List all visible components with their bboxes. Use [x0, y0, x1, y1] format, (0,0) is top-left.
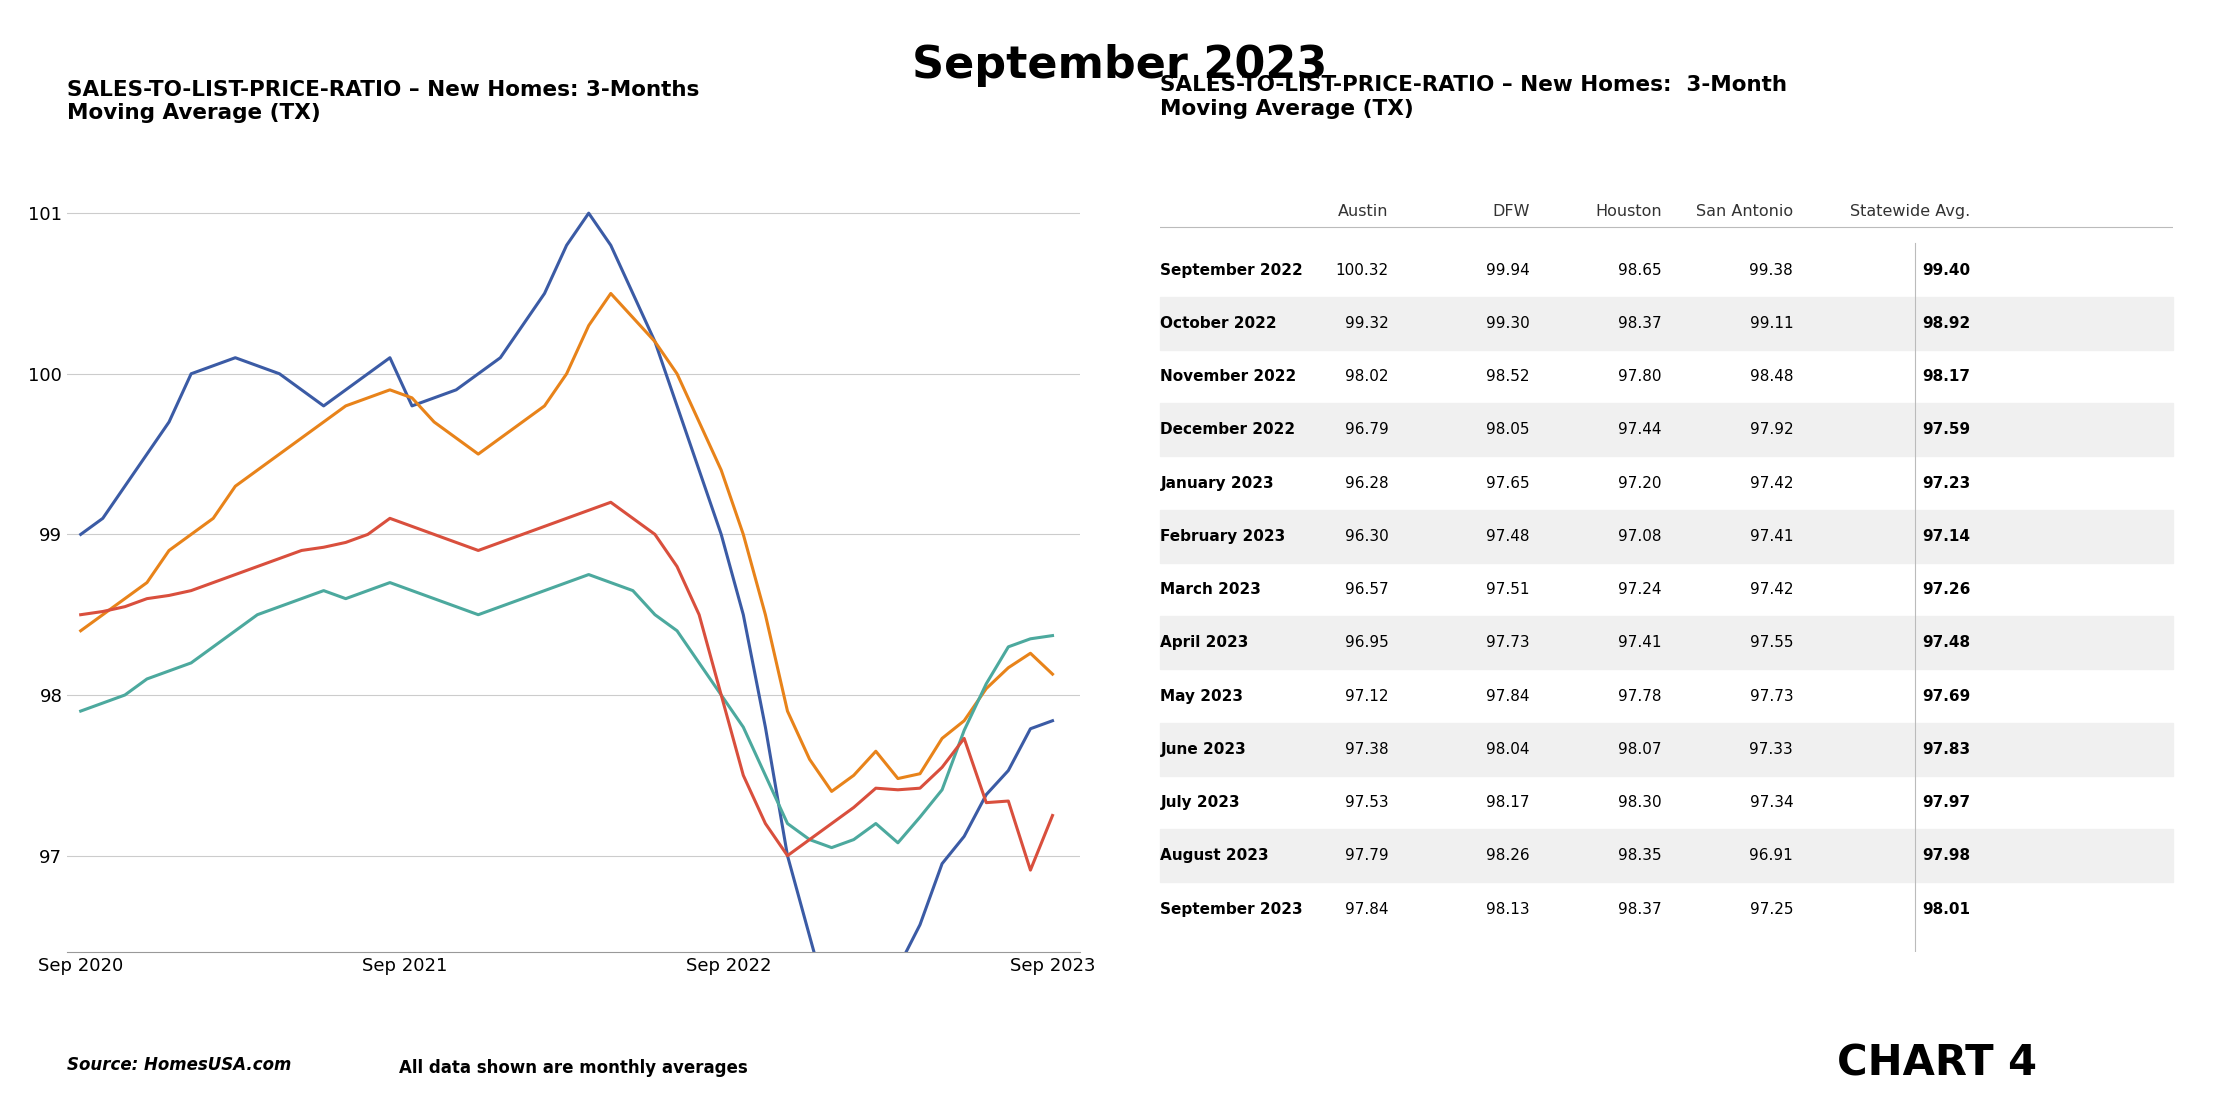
Text: 97.25: 97.25 [1749, 901, 1794, 917]
Text: November 2022: November 2022 [1160, 369, 1297, 384]
Text: 99.40: 99.40 [1922, 262, 1971, 278]
Text: 96.57: 96.57 [1344, 582, 1389, 597]
Text: 98.52: 98.52 [1487, 369, 1530, 384]
Text: December 2022: December 2022 [1160, 422, 1295, 437]
Text: 96.28: 96.28 [1344, 476, 1389, 490]
Text: 96.30: 96.30 [1344, 529, 1389, 544]
Text: July 2023: July 2023 [1160, 795, 1241, 810]
Text: DFW: DFW [1492, 204, 1530, 219]
Text: SALES-TO-LIST-PRICE-RATIO – New Homes:  3-Month
Moving Average (TX): SALES-TO-LIST-PRICE-RATIO – New Homes: 3… [1160, 75, 1788, 118]
Text: Houston: Houston [1595, 204, 1662, 219]
Text: 96.79: 96.79 [1344, 422, 1389, 437]
Text: 97.42: 97.42 [1749, 582, 1794, 597]
Text: Austin: Austin [1337, 204, 1389, 219]
Text: 97.79: 97.79 [1344, 848, 1389, 863]
Text: 97.97: 97.97 [1922, 795, 1971, 810]
Text: 97.73: 97.73 [1487, 635, 1530, 650]
Text: March 2023: March 2023 [1160, 582, 1261, 597]
Text: 98.05: 98.05 [1487, 422, 1530, 437]
Text: 97.20: 97.20 [1617, 476, 1662, 490]
Text: August 2023: August 2023 [1160, 848, 1270, 863]
Text: 98.65: 98.65 [1617, 262, 1662, 278]
Text: 97.12: 97.12 [1344, 689, 1389, 704]
Text: May 2023: May 2023 [1160, 689, 1243, 704]
Text: CHART 4: CHART 4 [1837, 1043, 2036, 1085]
Text: 96.91: 96.91 [1749, 848, 1794, 863]
Text: 98.01: 98.01 [1922, 901, 1971, 917]
Bar [1160, 617, 2173, 670]
Text: 99.38: 99.38 [1749, 262, 1794, 278]
Text: 97.92: 97.92 [1749, 422, 1794, 437]
Text: 97.55: 97.55 [1749, 635, 1794, 650]
Text: 99.30: 99.30 [1485, 315, 1530, 331]
Text: February 2023: February 2023 [1160, 529, 1286, 544]
Text: 98.13: 98.13 [1487, 901, 1530, 917]
Text: Statewide Avg.: Statewide Avg. [1850, 204, 1971, 219]
Text: SALES-TO-LIST-PRICE-RATIO – New Homes: 3-Months
Moving Average (TX): SALES-TO-LIST-PRICE-RATIO – New Homes: 3… [67, 80, 699, 123]
Text: 97.33: 97.33 [1749, 742, 1794, 757]
Text: 98.17: 98.17 [1487, 795, 1530, 810]
Text: 98.92: 98.92 [1922, 315, 1971, 331]
Text: Source: HomesUSA.com: Source: HomesUSA.com [67, 1056, 291, 1074]
Text: June 2023: June 2023 [1160, 742, 1245, 757]
Text: San Antonio: San Antonio [1696, 204, 1794, 219]
Bar [1160, 297, 2173, 350]
Text: 98.26: 98.26 [1487, 848, 1530, 863]
Text: October 2022: October 2022 [1160, 315, 1277, 331]
Text: 97.69: 97.69 [1922, 689, 1971, 704]
Text: 99.11: 99.11 [1749, 315, 1794, 331]
Bar [1160, 829, 2173, 882]
Text: 96.95: 96.95 [1344, 635, 1389, 650]
Text: 97.48: 97.48 [1922, 635, 1971, 650]
Text: 97.44: 97.44 [1617, 422, 1662, 437]
Text: 97.38: 97.38 [1344, 742, 1389, 757]
Text: 98.48: 98.48 [1749, 369, 1794, 384]
Bar [1160, 509, 2173, 562]
Text: 97.78: 97.78 [1617, 689, 1662, 704]
Text: 97.83: 97.83 [1922, 742, 1971, 757]
Text: 97.26: 97.26 [1922, 582, 1971, 597]
Text: 97.48: 97.48 [1487, 529, 1530, 544]
Text: 98.37: 98.37 [1617, 901, 1662, 917]
Text: September 2023: September 2023 [912, 44, 1328, 87]
Text: September 2023: September 2023 [1160, 901, 1304, 917]
Text: 97.41: 97.41 [1617, 635, 1662, 650]
Text: 98.17: 98.17 [1922, 369, 1971, 384]
Text: January 2023: January 2023 [1160, 476, 1275, 490]
Text: 98.35: 98.35 [1617, 848, 1662, 863]
Text: 97.51: 97.51 [1487, 582, 1530, 597]
Text: 98.07: 98.07 [1617, 742, 1662, 757]
Text: 97.65: 97.65 [1487, 476, 1530, 490]
Text: April 2023: April 2023 [1160, 635, 1250, 650]
Text: 98.02: 98.02 [1344, 369, 1389, 384]
Text: September 2022: September 2022 [1160, 262, 1304, 278]
Text: 99.94: 99.94 [1485, 262, 1530, 278]
Text: 97.73: 97.73 [1749, 689, 1794, 704]
Bar [1160, 403, 2173, 456]
Text: 97.59: 97.59 [1922, 422, 1971, 437]
Text: 97.08: 97.08 [1617, 529, 1662, 544]
Text: 97.14: 97.14 [1922, 529, 1971, 544]
Text: 99.32: 99.32 [1344, 315, 1389, 331]
Text: 97.53: 97.53 [1344, 795, 1389, 810]
Text: 98.30: 98.30 [1617, 795, 1662, 810]
Text: 97.42: 97.42 [1749, 476, 1794, 490]
Text: 97.98: 97.98 [1922, 848, 1971, 863]
Bar [1160, 723, 2173, 776]
Text: 97.84: 97.84 [1487, 689, 1530, 704]
Text: 98.37: 98.37 [1617, 315, 1662, 331]
Text: 97.23: 97.23 [1922, 476, 1971, 490]
Text: 100.32: 100.32 [1335, 262, 1389, 278]
Text: 98.04: 98.04 [1487, 742, 1530, 757]
Text: 97.41: 97.41 [1749, 529, 1794, 544]
Text: 97.84: 97.84 [1344, 901, 1389, 917]
Text: All data shown are monthly averages: All data shown are monthly averages [399, 1058, 748, 1076]
Text: 97.24: 97.24 [1617, 582, 1662, 597]
Text: 97.34: 97.34 [1749, 795, 1794, 810]
Text: 97.80: 97.80 [1617, 369, 1662, 384]
